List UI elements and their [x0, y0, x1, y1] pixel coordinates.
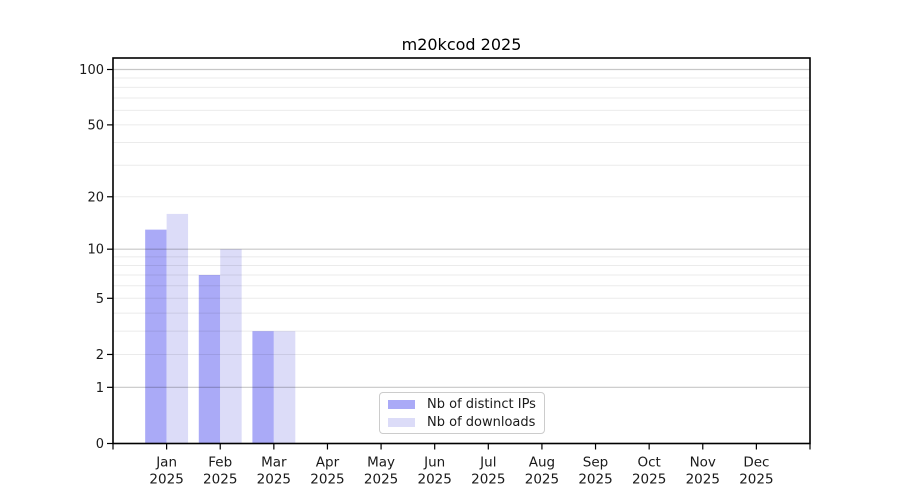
x-tick-label-month: May	[367, 455, 395, 471]
bar-distinct-ips	[252, 331, 274, 444]
x-tick-label-month: Nov	[690, 455, 716, 471]
chart-title: m20kcod 2025	[401, 35, 522, 54]
x-tick-label-year: 2025	[471, 472, 505, 488]
x-tick-label-month: Jun	[423, 455, 445, 471]
x-tick-label-year: 2025	[310, 472, 344, 488]
y-tick-label: 5	[96, 292, 104, 307]
x-tick-label-month: Mar	[261, 455, 287, 471]
y-tick-label: 100	[79, 63, 104, 78]
y-tick-label: 10	[87, 243, 104, 258]
x-tick-label-year: 2025	[578, 472, 612, 488]
x-tick-label-year: 2025	[203, 472, 237, 488]
y-tick-label: 2	[96, 348, 104, 363]
x-tick-label-month: Sep	[583, 455, 608, 471]
bar-distinct-ips	[198, 274, 221, 444]
y-tick-label: 0	[96, 437, 104, 452]
x-tick-label-month: Apr	[316, 455, 340, 471]
legend-swatch-downloads	[388, 417, 415, 427]
x-tick-label-month: Feb	[208, 455, 232, 471]
x-tick-label-month: Aug	[529, 455, 555, 471]
x-tick-label-year: 2025	[739, 472, 773, 488]
legend-swatch-distinct-ips	[388, 399, 415, 409]
x-tick-label-year: 2025	[364, 472, 398, 488]
x-tick-label-year: 2025	[418, 472, 452, 488]
x-tick-label-year: 2025	[686, 472, 720, 488]
legend-label-downloads: Nb of downloads	[427, 414, 536, 430]
x-tick-label-year: 2025	[257, 472, 291, 488]
y-tick-label: 1	[96, 381, 104, 396]
legend-row: Nb of downloads	[388, 416, 544, 429]
legend-box: Nb of distinct IPs Nb of downloads	[379, 392, 545, 434]
x-tick-label-year: 2025	[525, 472, 559, 488]
y-tick-label: 50	[87, 118, 104, 133]
legend-row: Nb of distinct IPs	[388, 398, 544, 411]
x-tick-label-month: Oct	[637, 455, 660, 471]
legend-label-distinct-ips: Nb of distinct IPs	[427, 396, 536, 412]
x-tick-label-year: 2025	[632, 472, 666, 488]
y-tick-label: 20	[87, 190, 104, 205]
x-tick-label-month: Jan	[155, 455, 177, 471]
bar-distinct-ips	[145, 229, 167, 444]
x-tick-label-year: 2025	[149, 472, 183, 488]
bar-downloads	[220, 249, 242, 444]
x-tick-label-month: Jul	[479, 455, 496, 471]
plot-border	[112, 57, 811, 445]
x-tick-label-month: Dec	[743, 455, 769, 471]
bar-downloads	[273, 331, 296, 444]
bar-downloads	[166, 213, 189, 444]
